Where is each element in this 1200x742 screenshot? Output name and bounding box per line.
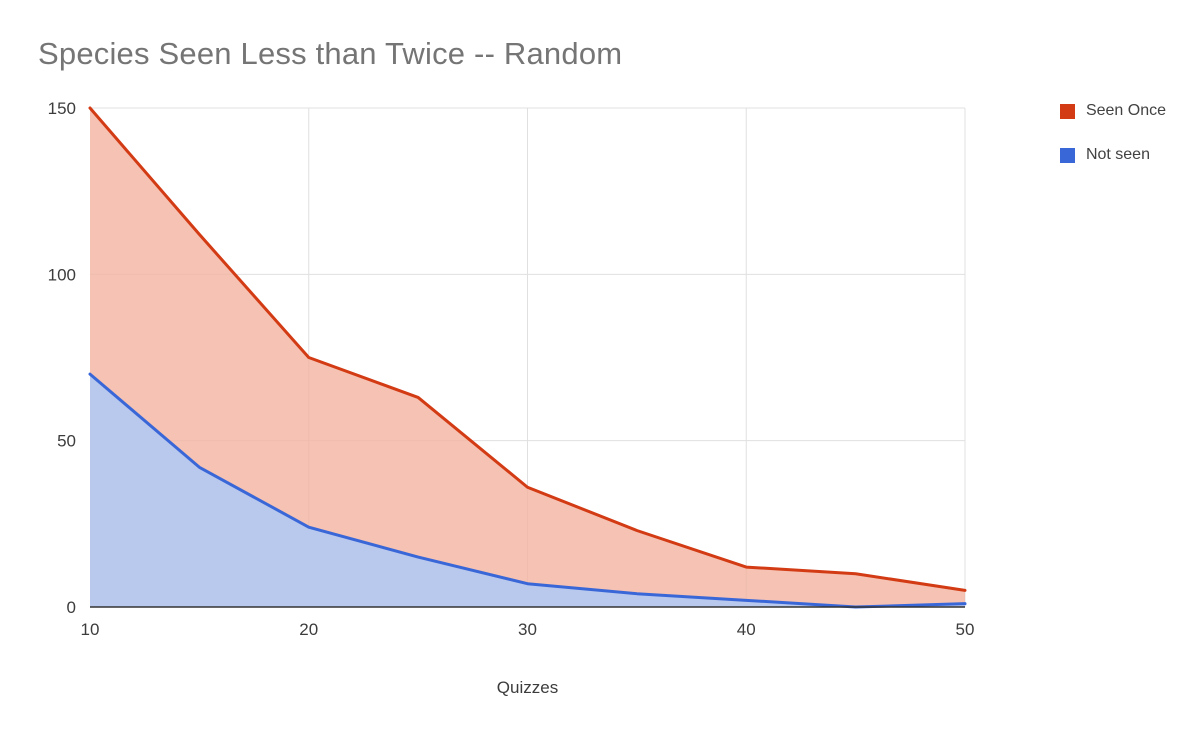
x-tick-label: 40 — [737, 620, 756, 639]
legend-item-seen-once: Seen Once — [1059, 102, 1166, 120]
x-tick-label: 20 — [299, 620, 318, 639]
y-tick-label: 0 — [67, 598, 76, 617]
x-axis-title: Quizzes — [496, 678, 559, 697]
y-tick-label: 150 — [48, 99, 76, 118]
line-not-seen — [88, 372, 967, 609]
legend-swatch-not-seen — [1059, 147, 1075, 163]
y-tick-label: 50 — [57, 432, 76, 451]
area-seen-once — [90, 108, 965, 607]
legend-item-not-seen: Not seen — [1059, 146, 1166, 164]
line-seen-once — [88, 106, 967, 592]
chart-title: Species Seen Less than Twice -- Random — [38, 36, 623, 71]
area-not-seen — [90, 374, 965, 607]
legend-label-seen-once: Seen Once — [1085, 102, 1166, 119]
x-tick-label: 30 — [518, 620, 537, 639]
legend-swatch-seen-once — [1059, 103, 1075, 119]
legend-label-not-seen: Not seen — [1085, 146, 1150, 163]
x-tick-label: 10 — [81, 620, 100, 639]
y-tick-label: 100 — [48, 265, 76, 284]
legend: Seen Once Not seen — [1059, 102, 1166, 164]
x-tick-label: 50 — [956, 620, 975, 639]
